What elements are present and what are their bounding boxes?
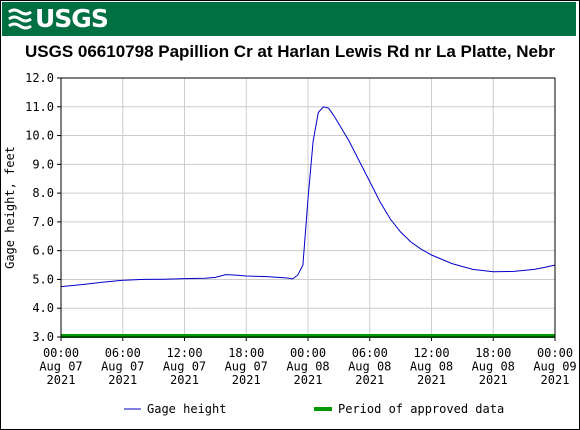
legend-label-approved: Period of approved data <box>338 402 504 416</box>
x-tick-label: 12:00 <box>413 346 449 360</box>
y-tick-label: 4.0 <box>32 301 54 315</box>
plot-area-border <box>60 77 556 338</box>
usgs-logo[interactable]: USGS <box>8 4 109 33</box>
x-tick-label: 06:00 <box>105 346 141 360</box>
chart-title: USGS 06610798 Papillion Cr at Harlan Lew… <box>24 42 555 61</box>
y-tick-label: 10.0 <box>25 129 54 143</box>
x-tick-label: Aug 07 <box>101 360 144 374</box>
x-tick-label: 00:00 <box>43 346 79 360</box>
y-tick-label: 11.0 <box>25 100 54 114</box>
usgs-waves-icon <box>8 8 32 30</box>
x-tick-label: Aug 07 <box>225 360 268 374</box>
usgs-banner: USGS <box>2 2 576 36</box>
y-tick-label: 3.0 <box>32 330 54 344</box>
x-tick-label: 12:00 <box>166 346 202 360</box>
x-tick-label: 2021 <box>541 373 570 387</box>
y-axis-ticks: 3.0 4.0 5.0 6.0 7.0 8.0 9.0 10.0 11.0 12.0 <box>25 71 61 344</box>
x-tick-label: 00:00 <box>537 346 573 360</box>
x-tick-label: 2021 <box>294 373 323 387</box>
series-line-gage-height <box>60 106 556 288</box>
x-tick-label: Aug 09 <box>533 360 576 374</box>
x-tick-label: Aug 07 <box>163 360 206 374</box>
legend: Gage height Period of approved data <box>124 402 504 416</box>
x-tick-label: 2021 <box>232 373 261 387</box>
grid <box>60 77 556 338</box>
x-tick-label: 2021 <box>417 373 446 387</box>
x-tick-label: 2021 <box>47 373 76 387</box>
x-tick-label: Aug 08 <box>286 360 329 374</box>
y-tick-label: 9.0 <box>32 157 54 171</box>
x-tick-label: Aug 08 <box>472 360 515 374</box>
x-tick-label: 2021 <box>170 373 199 387</box>
series-layer <box>60 106 556 338</box>
x-tick-label: 2021 <box>355 373 384 387</box>
x-tick-label: Aug 08 <box>410 360 453 374</box>
y-tick-label: 6.0 <box>32 244 54 258</box>
y-tick-label: 7.0 <box>32 215 54 229</box>
legend-label-gage-height: Gage height <box>147 402 226 416</box>
y-tick-label: 5.0 <box>32 272 54 286</box>
x-tick-label: 06:00 <box>352 346 388 360</box>
x-tick-label: 18:00 <box>475 346 511 360</box>
y-tick-label: 8.0 <box>32 186 54 200</box>
x-tick-label: Aug 07 <box>39 360 82 374</box>
y-tick-label: 12.0 <box>25 71 54 85</box>
x-tick-label: 18:00 <box>228 346 264 360</box>
usgs-logo-text: USGS <box>35 4 109 33</box>
x-tick-label: 00:00 <box>290 346 326 360</box>
y-axis-label: Gage height, feet <box>3 146 17 269</box>
x-tick-label: 2021 <box>108 373 137 387</box>
x-tick-label: 2021 <box>479 373 508 387</box>
x-tick-label: Aug 08 <box>348 360 391 374</box>
